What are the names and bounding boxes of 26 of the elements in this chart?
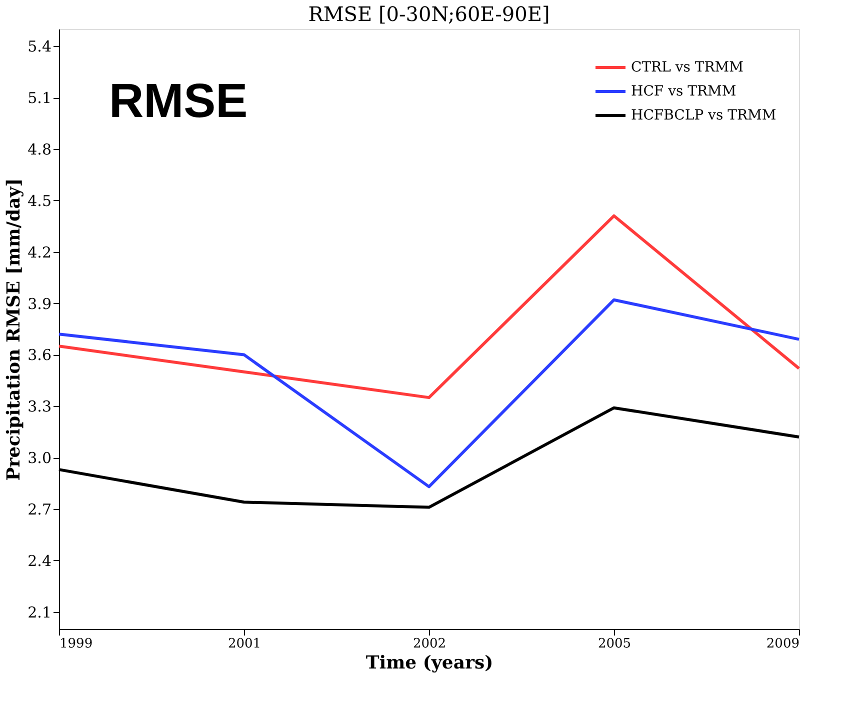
annotation: RMSE [109, 75, 248, 128]
y-tick-label: 3.9 [28, 294, 52, 313]
chart-title: RMSE [0-30N;60E-90E] [308, 2, 550, 26]
y-tick-label: 2.4 [28, 552, 52, 570]
y-tick-label: 4.8 [28, 140, 52, 158]
x-tick-label: 2002 [412, 636, 446, 652]
legend-label: HCFBCLP vs TRMM [631, 108, 776, 124]
line-series [58, 214, 800, 400]
legend-label: HCF vs TRMM [631, 84, 736, 100]
y-tick-label: 3.0 [28, 449, 52, 468]
x-tick-label: 1999 [60, 636, 93, 652]
y-tick-label: 2.1 [28, 603, 52, 622]
x-tick-label: 2009 [766, 636, 800, 652]
legend-label: CTRL vs TRMM [631, 60, 744, 76]
x-axis-title: Time (years) [366, 652, 494, 674]
y-tick-label: 4.5 [28, 192, 52, 210]
x-tick-label: 2005 [598, 636, 632, 652]
y-tick-label: 5.1 [28, 89, 52, 108]
y-tick-label: 4.2 [28, 243, 52, 262]
y-tick-label: 5.4 [28, 38, 52, 56]
x-tick-label: 2001 [228, 636, 262, 652]
line-series [58, 298, 800, 488]
y-tick-label: 3.6 [28, 346, 52, 364]
y-tick-label: 3.3 [28, 398, 52, 416]
y-axis-title: Precipitation RMSE [mm/day] [4, 178, 25, 481]
y-tick-label: 2.7 [28, 500, 52, 518]
